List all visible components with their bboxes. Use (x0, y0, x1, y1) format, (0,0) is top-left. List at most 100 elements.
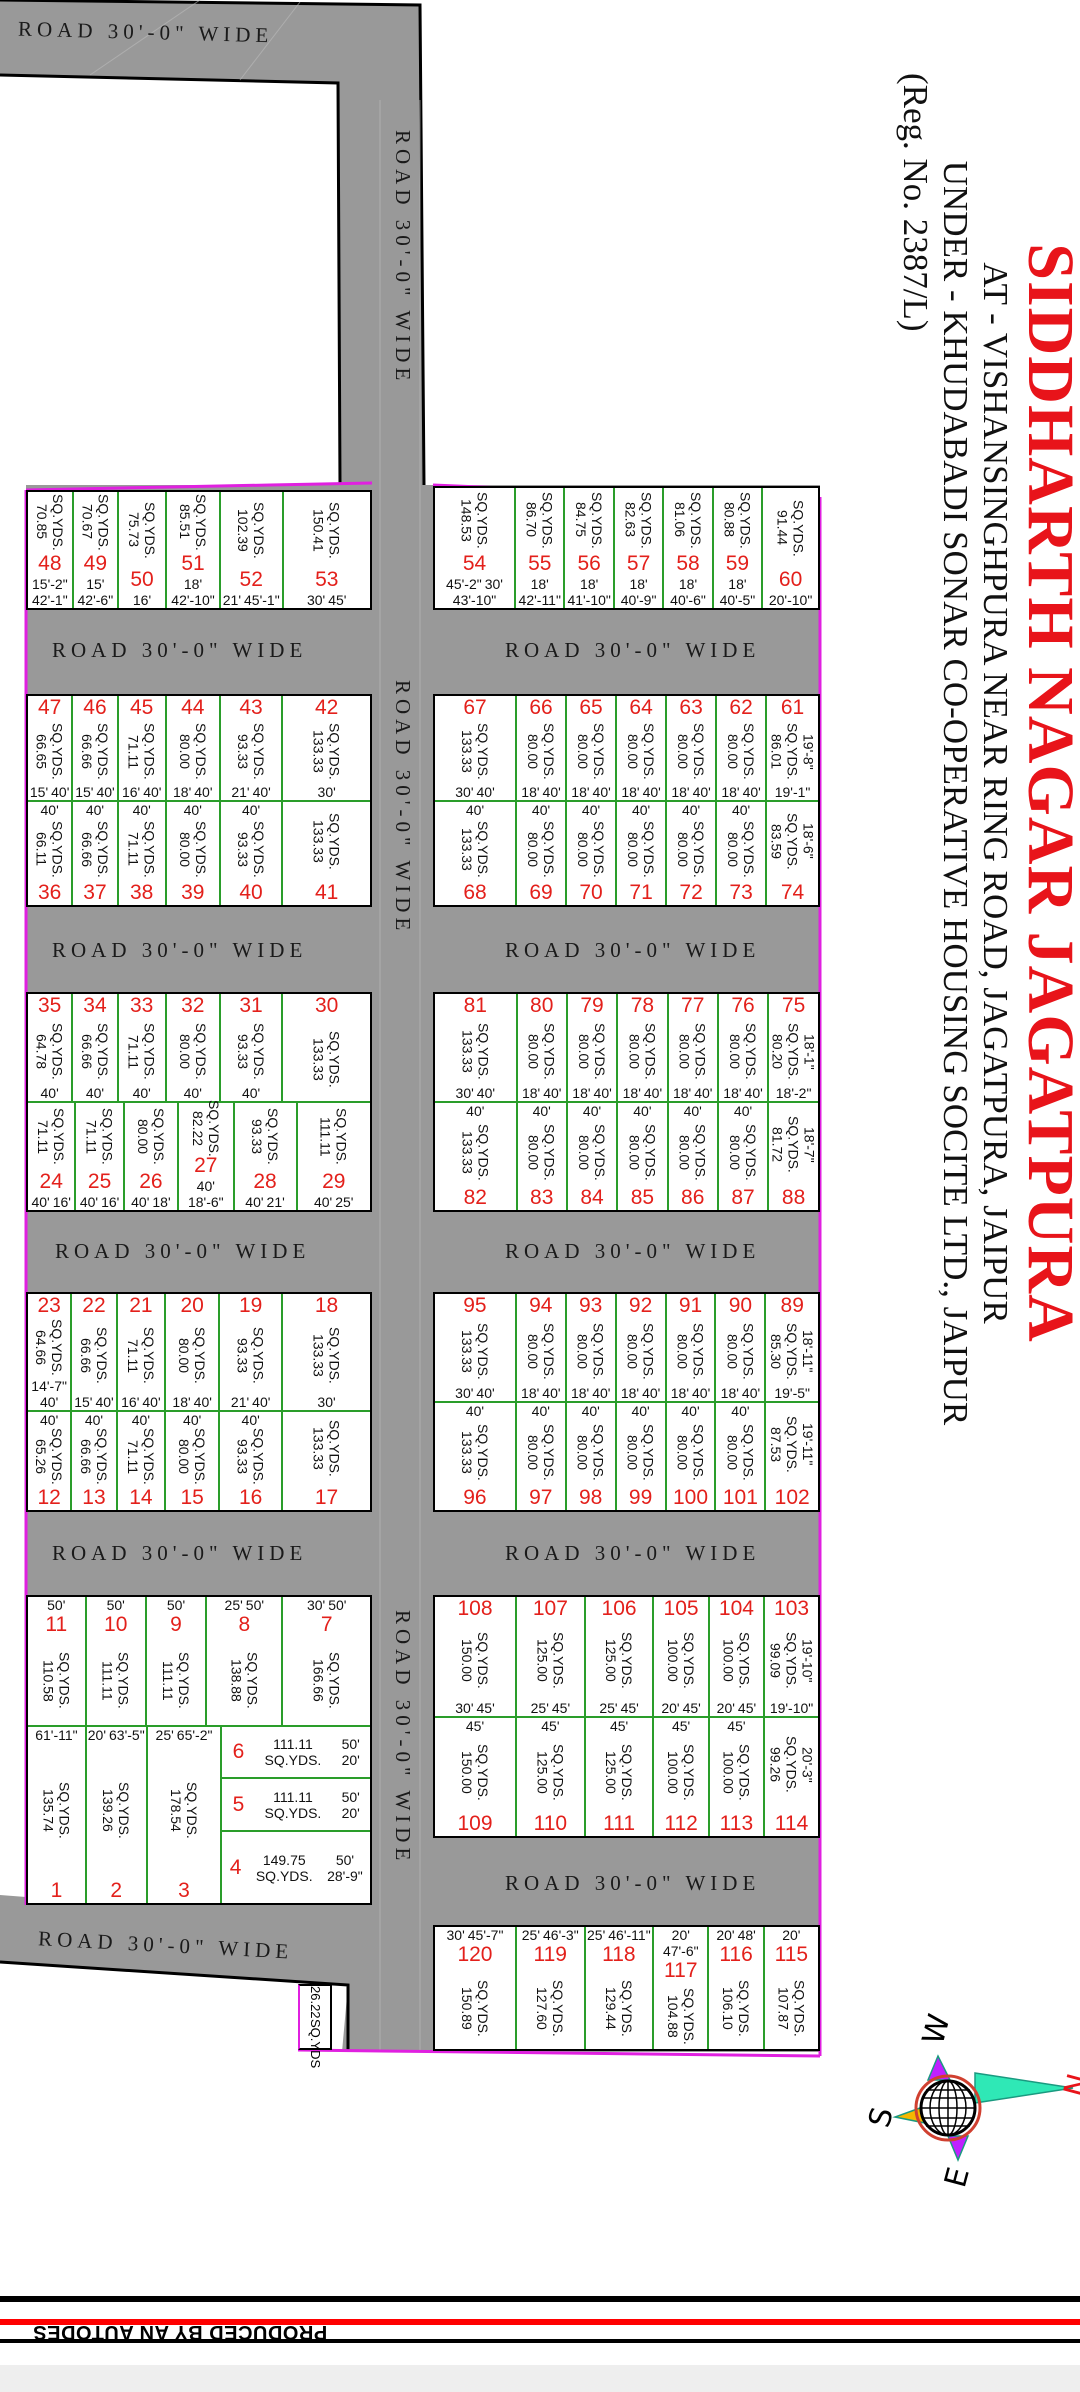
title-block: SIDDHARTH NAGAR JAGATPURA AT - VISHANSIN… (865, 43, 1080, 1543)
plot-area-unit: SQ.YDS. (150, 1108, 167, 1165)
plot-area-unit: SQ.YDS. (251, 723, 268, 781)
plot-area-unit: SQ.YDS. (333, 1108, 350, 1165)
plot-43: 43 93.33 SQ.YDS. 21' 40' (221, 696, 284, 800)
plot-frontage-dimension: 30' (455, 1385, 474, 1401)
plot-area-unit: SQ.YDS. (641, 723, 658, 781)
plot-dimensions: 40' (220, 1412, 281, 1428)
plot-area-unit: SQ.YDS. (736, 1744, 753, 1802)
plot-110: 45' 125.00 SQ.YDS. 110 (517, 1717, 586, 1836)
plot-62: 62 80.00 SQ.YDS. 18' 40' (717, 696, 768, 800)
plot-area-value: 93.33 (234, 1338, 251, 1374)
plot-number: 42 (315, 696, 339, 719)
plot-68: 40' 133.33 SQ.YDS. 68 (435, 801, 518, 905)
plot-area-unit: SQ.YDS. (264, 1804, 322, 1821)
plot-area-unit: SQ.YDS. (49, 723, 66, 781)
plot-depth-dimension: 40' (194, 783, 213, 800)
plot-area-value: 93.33 (234, 1439, 251, 1475)
plot-area-unit: SQ.YDS. (642, 1023, 659, 1080)
plot-area-unit: SQ.YDS. (592, 1124, 609, 1181)
plot-number: 99 (628, 1486, 653, 1509)
plot-area-unit: SQ.YDS. (265, 1108, 282, 1165)
plot-depth-dimension: 45' (541, 1717, 560, 1734)
plot-area-unit: SQ.YDS. (264, 1752, 322, 1769)
plot-frontage-dimension: 50' (341, 1736, 360, 1753)
plot-area: 87.53 SQ.YDS. 19'-11" (766, 1403, 818, 1486)
plot-74: 83.59 SQ.YDS. 18'-6" 74 (767, 802, 818, 906)
plot-area-unit: SQ.YDS. (784, 1323, 801, 1380)
road-top-edge-outer (0, 0, 426, 486)
plot-number: 92 (628, 1294, 653, 1317)
plot-114: 99.26 SQ.YDS. 20'-3" 114 (765, 1718, 818, 1837)
plot-number: 55 (528, 552, 552, 575)
plot-number: 97 (529, 1486, 553, 1509)
plot-area-unit: SQ.YDS. (326, 1420, 343, 1478)
plot-area-unit: SQ.YDS. (184, 1782, 200, 1840)
plot-26: 80.00 SQ.YDS. 26 40' 18' (125, 1103, 179, 1210)
plot-row: 81 133.33 SQ.YDS. 30' 40' 80 80.00 SQ.YDS. 18' 40… (435, 994, 818, 1101)
plot-49: 70.67 SQ.YDS. 49 15' 42'-6" (74, 492, 119, 608)
plot-dimensions: 40' (617, 1403, 665, 1419)
plot-depth-dimension: 48' (737, 1927, 756, 1943)
plot-number: 66 (529, 696, 553, 719)
plot-dimensions: 30' 40' (435, 784, 515, 800)
plot-number: 110 (533, 1812, 568, 1835)
plot-area-value: 80.00 (576, 1033, 593, 1070)
plot-area: 111.11 SQ.YDS. (265, 1736, 322, 1768)
plot-dimensions: 18' 40' (517, 1385, 565, 1401)
plot-row: 30' 45'-7" 120 150.89 SQ.YDS. 25' 46'-3" 119 127… (435, 1927, 818, 2049)
plot-area: 66.66 SQ.YDS. (72, 1318, 115, 1394)
road-hatching (89, 0, 421, 2050)
plot-dimensions: 40' (119, 802, 165, 818)
plot-depth-dimension: 50' (166, 1597, 186, 1613)
plot-depth-dimension: 45' (727, 1717, 746, 1734)
plot-frontage-dimension: 15' (75, 783, 94, 800)
plot-109: 45' 150.00 SQ.YDS. 109 (435, 1717, 518, 1836)
plot-depth-dimension: 40' (465, 801, 485, 818)
plot-frontage-dimension: 50' (335, 1851, 355, 1868)
plot-frontage-dimension: 18' (172, 1393, 191, 1410)
plot-area-value: 100.00 (665, 1751, 682, 1795)
plot-24: 71.11 SQ.YDS. 24 40' 16' (28, 1103, 77, 1210)
plot-area: 82.63 SQ.YDS. (615, 488, 662, 552)
plot-47: 47 66.65 SQ.YDS. 15' 40' (28, 696, 74, 800)
plot-dimensions: 16' 40' (119, 784, 165, 800)
plot-97: 40' 80.00 SQ.YDS. 97 (517, 1403, 567, 1510)
plot-area: 80.00 SQ.YDS. (667, 720, 715, 784)
plot-area: 80.00 SQ.YDS. (618, 1119, 666, 1186)
plot-depth-dimension: 45' (671, 1717, 691, 1734)
plot-area-value: 129.44 (602, 1986, 619, 2030)
plot-frontage-dimension: 18' (580, 576, 599, 592)
plot-depth-dimension: 40' (642, 1385, 661, 1401)
plot-area: 133.33 SQ.YDS. (435, 1119, 516, 1186)
plot-number: 19 (238, 1294, 263, 1317)
plot-number: 16 (238, 1486, 263, 1509)
plot-frontage-dimension: 30' (455, 1699, 474, 1716)
plot-dimensions: 19'-10" (765, 1700, 818, 1716)
plot-area-value: 71.11 (35, 1119, 52, 1154)
plot-area: 91.44 SQ.YDS. (763, 488, 818, 568)
plot-depth-dimension: 45' (609, 1717, 629, 1734)
plot-dimensions: 25' 45' (517, 1700, 584, 1716)
plot-area-unit: SQ.YDS. (475, 1744, 492, 1802)
plot-area: 83.59 SQ.YDS. 18'-6" (767, 802, 818, 882)
plot-dimensions: 18' 40' (618, 1085, 666, 1101)
plot-frontage-dimension: 18' (670, 1385, 689, 1401)
plot-area-unit: SQ.YDS. (251, 501, 268, 559)
plot-number: 80 (530, 994, 554, 1017)
plot-56: 84.75 SQ.YDS. 56 18' 41'-10" (565, 488, 615, 608)
plot-frontage-dimension: 18' (720, 1385, 739, 1401)
plot-area-unit: SQ.YDS. (592, 1023, 609, 1080)
plot-number: 114 (774, 1812, 809, 1835)
plot-area: 149.75 SQ.YDS. (256, 1852, 313, 1884)
plot-area: 86.70 SQ.YDS. (516, 488, 563, 552)
plot-depth-dimension: 40' (643, 1085, 663, 1101)
plot-area-unit: SQ.YDS. (692, 1124, 709, 1181)
plot-area: 80.00 SQ.YDS. (617, 1318, 665, 1385)
plot-area-value: 80.00 (524, 1434, 541, 1471)
plot-36: 40' 66.11 SQ.YDS. 36 (28, 801, 74, 905)
plot-number: 87 (731, 1186, 755, 1209)
plot-area: 166.66 SQ.YDS. (283, 1637, 370, 1725)
project-society: UNDER - KHUDABADI SONAR CO-OPERATIVE HOU… (936, 160, 975, 1426)
plot-number: 78 (630, 994, 655, 1017)
plot-area-value: 81.72 (769, 1126, 786, 1163)
